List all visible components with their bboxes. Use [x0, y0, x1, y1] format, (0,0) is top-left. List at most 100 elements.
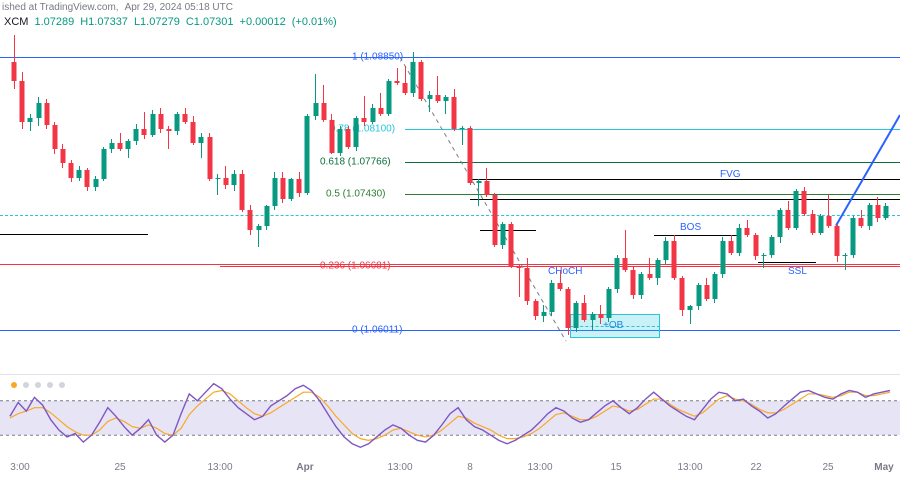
candle: [166, 14, 171, 370]
candle: [541, 14, 546, 370]
candle: [753, 14, 758, 370]
axis-tick: 3:00: [10, 462, 29, 473]
candle: [883, 14, 888, 370]
candle: [460, 14, 465, 370]
candle: [378, 14, 383, 370]
candle: [484, 14, 489, 370]
candle: [737, 14, 742, 370]
candle: [745, 14, 750, 370]
candle: [672, 14, 677, 370]
candle: [101, 14, 106, 370]
ohlc-row: XCM 1.07289 H1.07337 L1.07279 C1.07301 +…: [4, 16, 337, 28]
ohlc-high: H1.07337: [80, 16, 128, 28]
candle: [207, 14, 212, 370]
candle: [778, 14, 783, 370]
candle: [69, 14, 74, 370]
candle: [191, 14, 196, 370]
candle: [558, 14, 563, 370]
candle: [305, 14, 310, 370]
candle: [639, 14, 644, 370]
ohlc-change-pct: (+0.01%): [292, 16, 337, 28]
candle: [199, 14, 204, 370]
candle: [476, 14, 481, 370]
candle: [655, 14, 660, 370]
candle: [500, 14, 505, 370]
candle: [44, 14, 49, 370]
ohlc-close: C1.07301: [186, 16, 234, 28]
candle: [761, 14, 766, 370]
candle: [598, 14, 603, 370]
ohlc-change: +0.00012: [240, 16, 286, 28]
candle: [631, 14, 636, 370]
candle: [843, 14, 848, 370]
price-chart[interactable]: 1 (1.08850)0.78 (1.08100)0.618 (1.07766)…: [0, 14, 900, 370]
candle: [297, 14, 302, 370]
candle: [590, 14, 595, 370]
candle: [329, 14, 334, 370]
candle: [606, 14, 611, 370]
axis-tick: 25: [822, 462, 833, 473]
candle: [492, 14, 497, 370]
candle: [370, 14, 375, 370]
candle: [28, 14, 33, 370]
candle: [223, 14, 228, 370]
candle: [20, 14, 25, 370]
axis-tick: 25: [114, 462, 125, 473]
candle: [118, 14, 123, 370]
candle: [810, 14, 815, 370]
candle: [411, 14, 416, 370]
candle: [582, 14, 587, 370]
candle: [386, 14, 391, 370]
candle: [704, 14, 709, 370]
candle: [875, 14, 880, 370]
axis-tick: 15: [610, 462, 621, 473]
candle: [77, 14, 82, 370]
candle: [443, 14, 448, 370]
candle: [215, 14, 220, 370]
candle: [696, 14, 701, 370]
chart-header: ished at TradingView.com, Apr 29, 2024 0…: [2, 2, 233, 13]
axis-tick: Apr: [296, 462, 313, 473]
candle: [289, 14, 294, 370]
candle: [240, 14, 245, 370]
candle: [786, 14, 791, 370]
candle: [794, 14, 799, 370]
candle: [818, 14, 823, 370]
candle: [232, 14, 237, 370]
candle: [574, 14, 579, 370]
candle: [647, 14, 652, 370]
candle: [313, 14, 318, 370]
candle: [468, 14, 473, 370]
candle: [851, 14, 856, 370]
axis-tick: May: [874, 462, 893, 473]
candle: [60, 14, 65, 370]
candle: [867, 14, 872, 370]
candle: [509, 14, 514, 370]
ohlc-open: 1.07289: [34, 16, 74, 28]
candle: [175, 14, 180, 370]
candle: [517, 14, 522, 370]
oscillator-panel[interactable]: [0, 374, 900, 460]
source-text: ished at TradingView.com,: [2, 2, 119, 13]
axis-tick: 13:00: [527, 462, 552, 473]
axis-tick: 13:00: [677, 462, 702, 473]
candle: [142, 14, 147, 370]
candle: [419, 14, 424, 370]
candle: [36, 14, 41, 370]
candle: [354, 14, 359, 370]
candle: [362, 14, 367, 370]
candle: [859, 14, 864, 370]
candle: [403, 14, 408, 370]
candle: [720, 14, 725, 370]
symbol-suffix: XCM: [4, 16, 28, 28]
candle: [256, 14, 261, 370]
candle: [321, 14, 326, 370]
candle: [525, 14, 530, 370]
axis-tick: 22: [750, 462, 761, 473]
axis-tick: 13:00: [387, 462, 412, 473]
candle: [264, 14, 269, 370]
candle: [712, 14, 717, 370]
timestamp: Apr 29, 2024 05:18 UTC: [125, 2, 233, 13]
candle: [688, 14, 693, 370]
candle: [12, 14, 17, 370]
